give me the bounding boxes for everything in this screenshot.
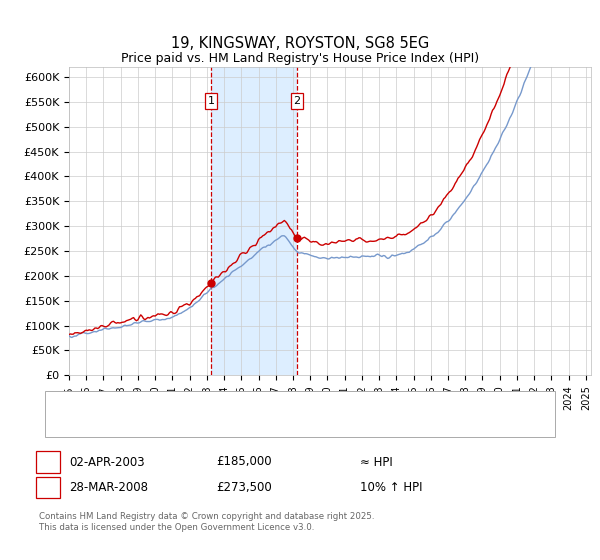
Text: 19, KINGSWAY, ROYSTON, SG8 5EG (semi-detached house): 19, KINGSWAY, ROYSTON, SG8 5EG (semi-det…: [93, 400, 415, 410]
Text: 2: 2: [44, 480, 52, 494]
Text: 10% ↑ HPI: 10% ↑ HPI: [360, 480, 422, 494]
Text: 19, KINGSWAY, ROYSTON, SG8 5EG: 19, KINGSWAY, ROYSTON, SG8 5EG: [171, 36, 429, 52]
Text: 02-APR-2003: 02-APR-2003: [69, 455, 145, 469]
Text: HPI: Average price, semi-detached house, North Hertfordshire: HPI: Average price, semi-detached house,…: [93, 418, 431, 428]
Text: Price paid vs. HM Land Registry's House Price Index (HPI): Price paid vs. HM Land Registry's House …: [121, 52, 479, 64]
Text: 2: 2: [293, 96, 301, 106]
Text: 1: 1: [44, 455, 52, 469]
Text: Contains HM Land Registry data © Crown copyright and database right 2025.
This d: Contains HM Land Registry data © Crown c…: [39, 512, 374, 532]
Text: £185,000: £185,000: [216, 455, 272, 469]
Text: 28-MAR-2008: 28-MAR-2008: [69, 480, 148, 494]
Bar: [211, 67, 297, 375]
Text: 1: 1: [208, 96, 215, 106]
Text: ≈ HPI: ≈ HPI: [360, 455, 393, 469]
Text: £273,500: £273,500: [216, 480, 272, 494]
